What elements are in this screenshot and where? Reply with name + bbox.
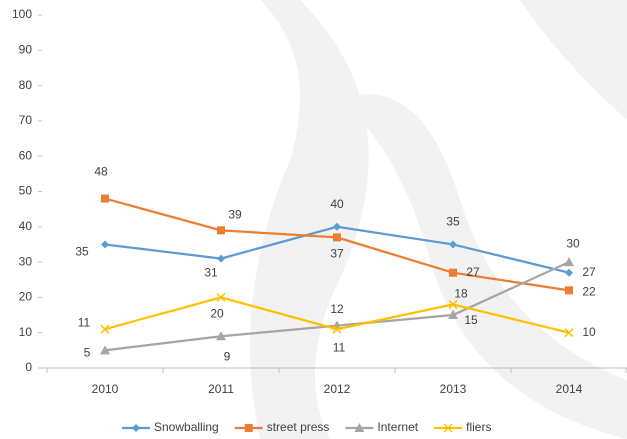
x-tick-label: 2011 [208,382,234,396]
marker [332,324,342,334]
data-label: 20 [210,307,224,321]
marker [244,424,253,432]
x-tick-label: 2013 [440,382,467,396]
y-tick-label: 0 [25,360,32,374]
marker [132,424,140,432]
legend-label: street press [267,420,330,434]
data-label: 11 [78,315,91,329]
x-tick-label: 2010 [92,382,119,396]
y-tick-label: 30 [19,254,33,268]
marker [564,328,574,338]
data-label: 9 [224,349,231,363]
background-shape [250,0,369,439]
data-label: 40 [330,197,344,211]
marker [217,226,225,235]
data-label: 37 [330,247,344,261]
data-label: 12 [330,302,344,316]
data-label: 35 [75,245,89,259]
background-shape [340,94,627,439]
x-tick-label: 2014 [556,382,583,396]
x-tick-label: 2012 [324,382,351,396]
data-label: 30 [566,236,580,250]
data-label: 31 [204,266,218,280]
legend-label: fliers [466,420,491,434]
data-label: 35 [446,215,460,229]
marker [101,240,109,249]
marker [449,240,457,249]
y-tick-label: 100 [12,7,32,21]
data-label: 27 [582,265,596,279]
marker [354,423,365,432]
legend-label: Snowballing [154,420,219,434]
marker [217,254,225,263]
marker [101,194,109,203]
marker [564,257,574,267]
data-label: 10 [582,325,596,339]
marker [333,222,341,231]
y-tick-label: 40 [19,219,33,233]
data-label: 22 [582,285,596,299]
marker [565,286,573,295]
y-tick-label: 10 [19,325,33,339]
marker [449,268,457,277]
data-label: 11 [333,340,346,354]
marker [216,331,226,341]
marker [333,233,341,242]
y-tick-label: 60 [19,148,33,162]
y-tick-label: 20 [19,290,33,304]
legend-label: Internet [377,420,418,434]
y-tick-label: 70 [19,113,33,127]
data-label: 5 [84,346,91,360]
data-label: 48 [94,165,108,179]
y-tick-label: 50 [19,184,33,198]
marker [100,324,110,334]
marker [448,310,458,320]
marker [443,423,453,433]
data-label: 18 [454,287,468,301]
marker [565,268,573,277]
y-tick-label: 80 [19,78,33,92]
marker [216,292,226,302]
data-label: 15 [464,313,478,327]
data-label: 39 [228,208,242,222]
data-label: 27 [466,265,480,279]
marker [448,299,458,309]
y-tick-label: 90 [19,42,33,56]
background-shape [520,0,627,120]
marker [100,345,110,355]
